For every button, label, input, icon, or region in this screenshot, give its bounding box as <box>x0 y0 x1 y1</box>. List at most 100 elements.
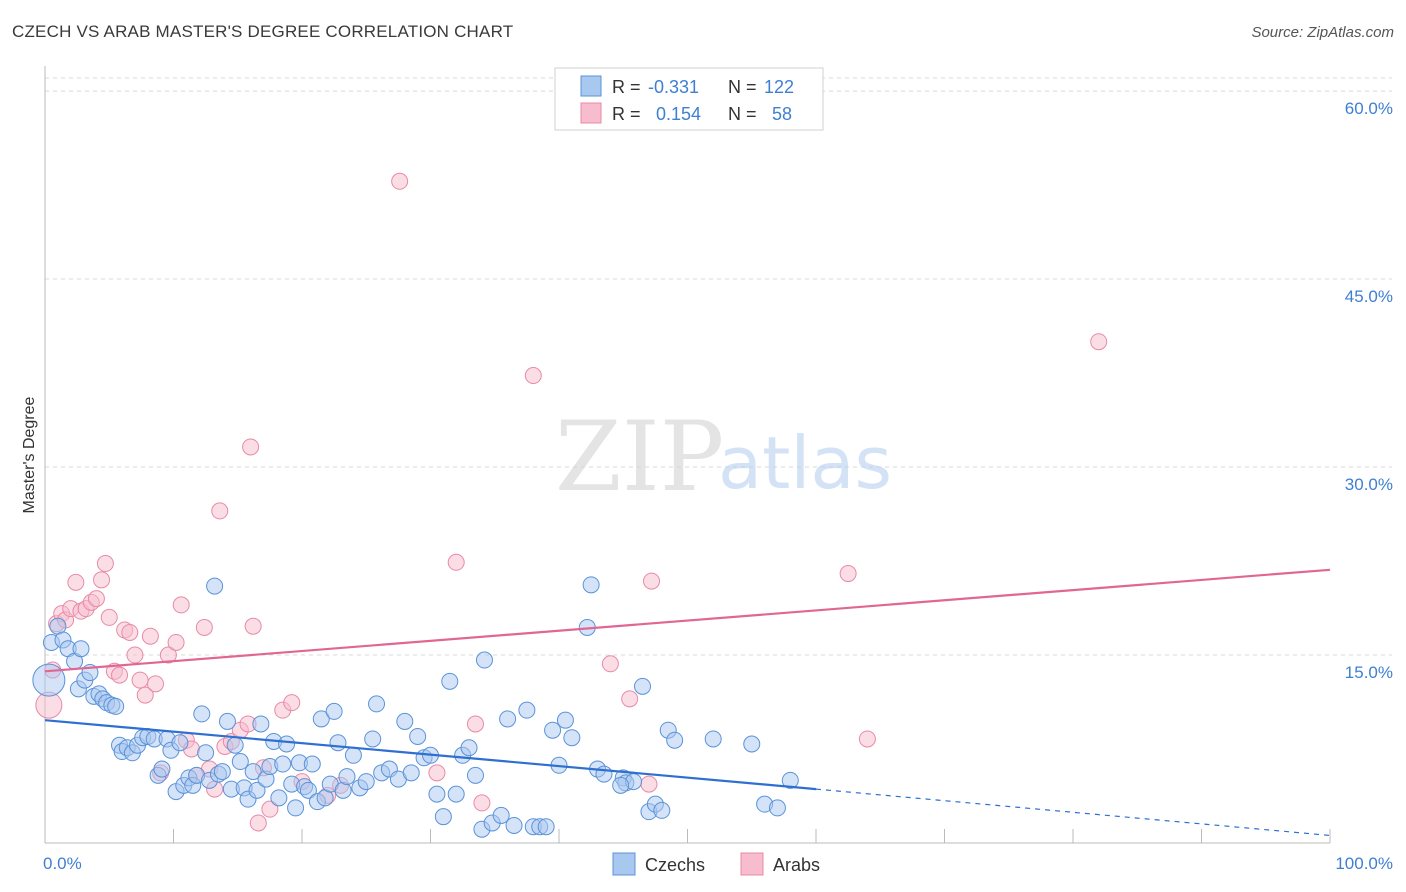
watermark-zip: ZIP <box>555 401 724 513</box>
arab-point <box>172 596 190 614</box>
czech-point <box>325 702 343 720</box>
arab-point <box>195 618 213 636</box>
czech-series <box>32 576 799 838</box>
arab-trend-line <box>44 568 1331 673</box>
czech-point <box>653 801 671 819</box>
legend-arab-n-value: 58 <box>772 104 792 124</box>
czech-point <box>153 760 171 778</box>
legend-arab-swatch <box>580 102 602 124</box>
czech-point <box>231 753 249 771</box>
y-tick-label: 15.0% <box>1345 663 1393 682</box>
bottom-legend-arab-label: Arabs <box>773 855 820 875</box>
arab-point <box>621 690 639 708</box>
y-tick-label: 45.0% <box>1345 287 1393 306</box>
arab-point <box>1090 333 1108 351</box>
legend-czech-r-value: -0.331 <box>648 77 699 97</box>
czech-point <box>428 785 446 803</box>
czech-trend-line <box>44 719 817 791</box>
arab-point <box>159 646 177 664</box>
czech-point <box>270 789 288 807</box>
czech-point <box>248 781 266 799</box>
czech-point <box>492 806 510 824</box>
arab-series <box>35 172 1108 832</box>
czech-point <box>781 771 799 789</box>
czech-point <box>329 734 347 752</box>
czech-point <box>107 697 125 715</box>
czech-point <box>563 729 581 747</box>
czech-point <box>582 576 600 594</box>
czech-point <box>743 735 761 753</box>
arab-point <box>839 565 857 583</box>
czech-point <box>441 672 459 690</box>
czech-point <box>32 663 66 697</box>
czech-point <box>193 705 211 723</box>
legend-czech-n-label: N = <box>728 77 757 97</box>
czech-point <box>171 734 189 752</box>
czech-point <box>287 799 305 817</box>
czech-point <box>537 818 555 836</box>
grid-lines <box>45 77 1392 656</box>
watermark: ZIP atlas <box>555 401 892 513</box>
czech-point <box>303 755 321 773</box>
legend-arab-n-label: N = <box>728 104 757 124</box>
legend-czech-swatch <box>580 75 602 97</box>
czech-point <box>466 766 484 784</box>
arab-point <box>601 655 619 673</box>
czech-point <box>460 739 478 757</box>
czech-point <box>213 763 231 781</box>
y-axis-label: Master's Degree <box>21 396 38 513</box>
czech-point <box>226 736 244 754</box>
arab-point <box>121 623 139 641</box>
czech-point <box>338 768 356 786</box>
arab-point <box>640 775 658 793</box>
arab-point <box>643 572 661 590</box>
czech-point <box>278 735 296 753</box>
arab-point <box>141 627 159 645</box>
czech-point <box>475 651 493 669</box>
chart-title: CZECH VS ARAB MASTER'S DEGREE CORRELATIO… <box>12 22 514 41</box>
arab-point <box>283 694 301 712</box>
bottom-legend: Czechs Arabs <box>612 852 820 876</box>
arab-point <box>93 571 111 589</box>
arab-point <box>428 764 446 782</box>
tick-labels: 15.0% 30.0% 45.0% 60.0% 0.0% 100.0% <box>43 99 1393 873</box>
arab-point <box>211 502 229 520</box>
arab-point <box>87 590 105 608</box>
czech-point <box>634 677 652 695</box>
czech-point <box>499 710 517 728</box>
czech-point <box>244 763 262 781</box>
czech-point <box>252 715 270 733</box>
czech-point <box>434 808 452 826</box>
arab-point <box>111 666 129 684</box>
watermark-atlas: atlas <box>718 421 892 505</box>
czech-point <box>274 755 292 773</box>
x-tick-label-min: 0.0% <box>43 854 82 873</box>
arab-point <box>249 814 267 832</box>
czech-point <box>544 721 562 739</box>
czech-point <box>768 799 786 817</box>
czech-point <box>299 781 317 799</box>
czech-point <box>197 744 215 762</box>
czech-point <box>595 765 613 783</box>
arab-point <box>261 800 279 818</box>
bottom-legend-czech-swatch <box>612 852 636 876</box>
arab-point <box>244 617 262 635</box>
arab-point <box>126 646 144 664</box>
legend-arab-r-label: R = <box>612 104 641 124</box>
czech-point <box>312 710 330 728</box>
arab-point <box>147 675 165 693</box>
czech-point <box>447 785 465 803</box>
arab-point <box>391 172 409 190</box>
czech-point <box>206 577 224 595</box>
czech-point <box>218 712 236 730</box>
source-label: Source: ZipAtlas.com <box>1251 24 1394 41</box>
arab-point <box>858 730 876 748</box>
czech-point <box>72 640 90 658</box>
arab-point <box>131 671 149 689</box>
trend-lines <box>44 568 1331 837</box>
czech-point <box>505 816 523 834</box>
czech-point <box>364 730 382 748</box>
czech-point <box>396 712 414 730</box>
arab-point <box>473 794 491 812</box>
bottom-legend-arab-swatch <box>740 852 764 876</box>
